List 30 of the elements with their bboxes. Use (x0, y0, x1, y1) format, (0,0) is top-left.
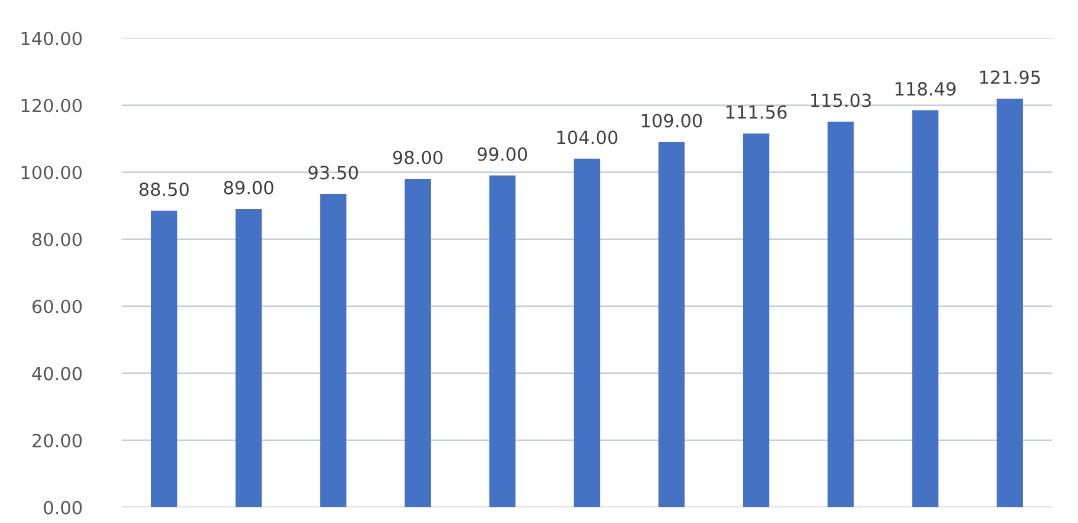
data-label: 109.00 (641, 113, 702, 128)
bar (235, 209, 262, 508)
bar (573, 158, 601, 508)
y-tick-label: 40.00 (32, 366, 82, 381)
data-label: 93.50 (308, 165, 358, 180)
data-label: 121.95 (980, 70, 1040, 85)
data-label: 111.56 (726, 105, 787, 119)
y-tick-label: 0.00 (43, 500, 82, 515)
data-label: 98.00 (393, 150, 443, 165)
data-label: 99.00 (477, 147, 528, 161)
data-label: 88.50 (139, 182, 189, 197)
y-tick-label: 120.00 (21, 98, 82, 113)
bar (743, 133, 770, 508)
data-label: 104.00 (557, 130, 618, 145)
y-tick-label: 60.00 (32, 299, 82, 314)
bar (404, 178, 431, 508)
bar (912, 110, 939, 508)
bar (658, 142, 685, 508)
bar (150, 210, 178, 508)
bar (320, 194, 347, 508)
y-tick-label: 80.00 (32, 232, 82, 247)
data-label: 118.49 (895, 81, 956, 96)
bar (996, 98, 1023, 508)
bar (827, 121, 854, 508)
bar (489, 175, 516, 508)
y-tick-label: 140.00 (21, 31, 82, 46)
y-tick-label: 100.00 (21, 165, 82, 180)
y-tick-label: 20.00 (32, 433, 82, 448)
data-label: 115.03 (811, 93, 871, 108)
data-label: 89.00 (224, 180, 274, 195)
